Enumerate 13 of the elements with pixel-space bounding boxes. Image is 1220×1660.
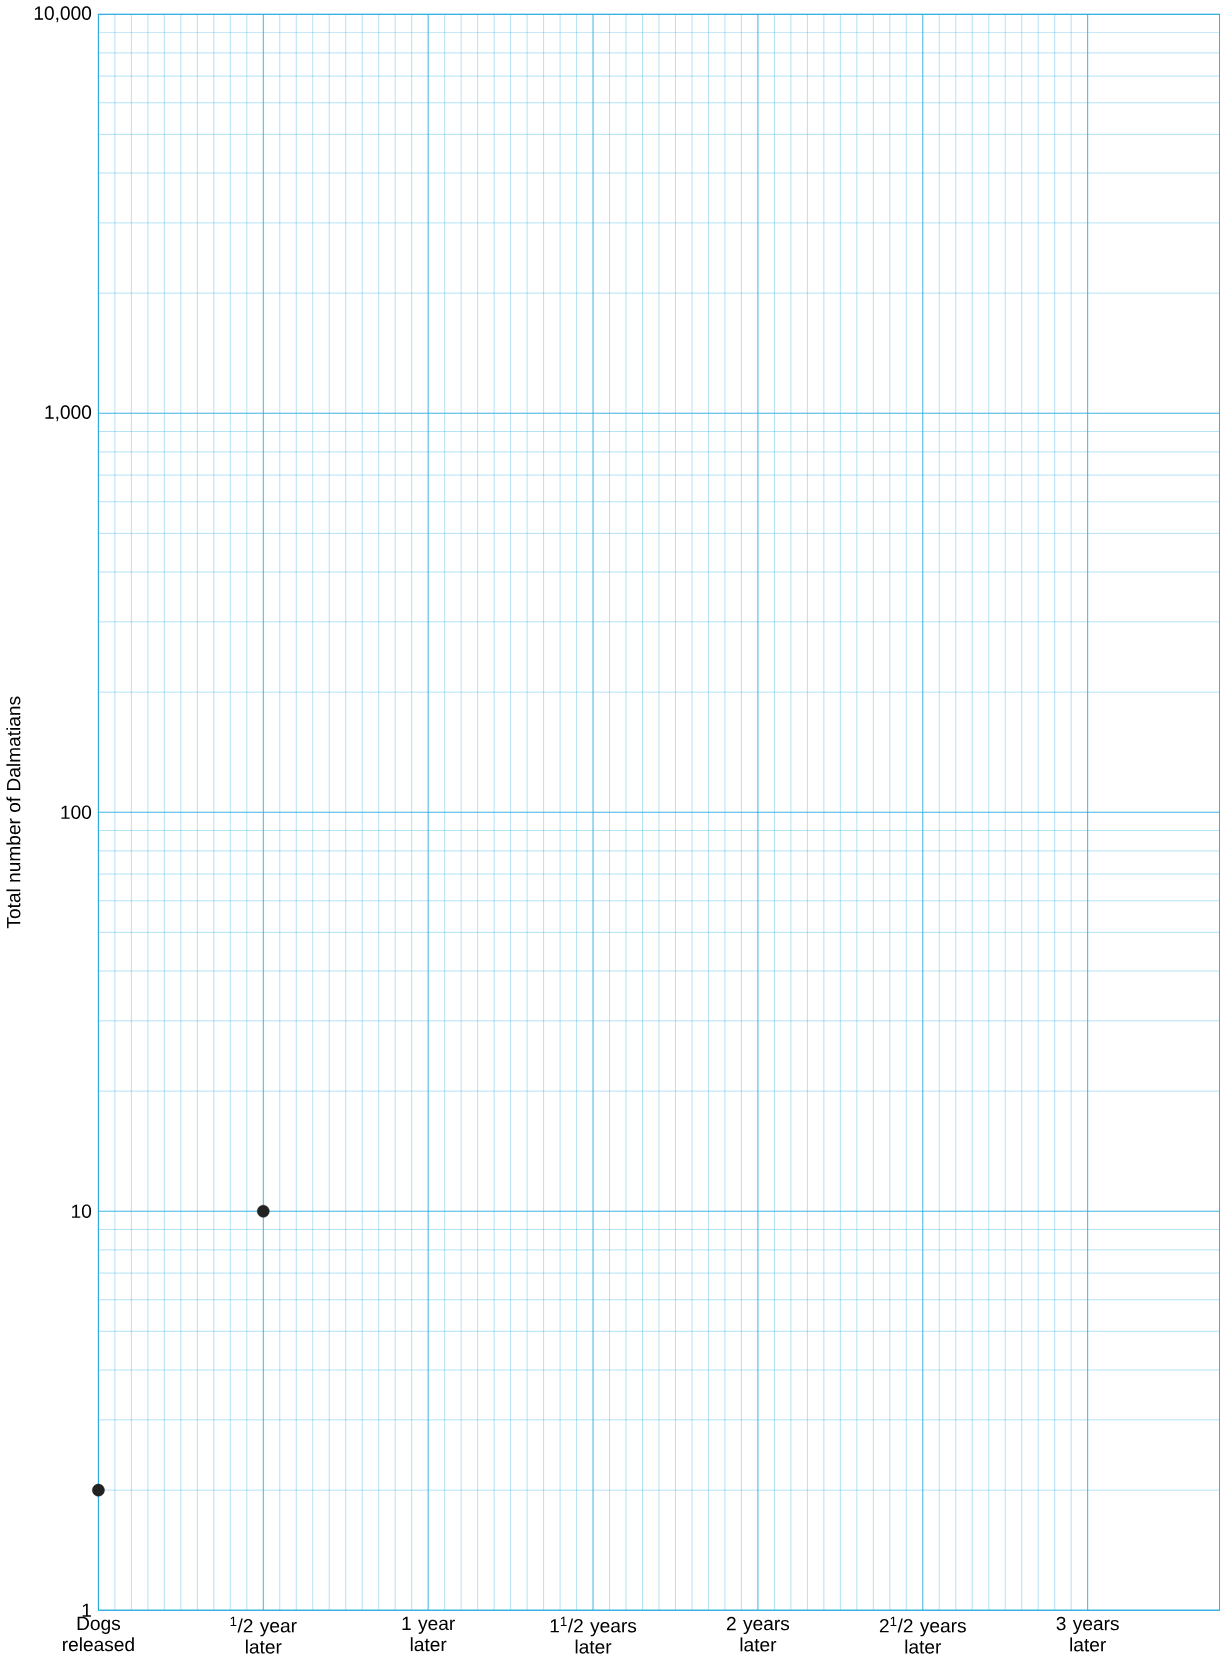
x-tick-label: 1 year later [402, 1616, 455, 1652]
x-tick-label: 1$^{1}$/2 years later [550, 1616, 637, 1654]
x-tick-label: 2$^{1}$/2 years later [879, 1616, 966, 1654]
x-tick-label: Dogs released [62, 1616, 134, 1652]
y-tick-label: 10 [71, 1204, 92, 1218]
y-tick-label: 1 [82, 1603, 91, 1617]
y-axis-title: Total number of Dalmatians [6, 696, 21, 929]
x-tick-label: $^{1}$/2 year later [230, 1616, 297, 1654]
y-tick-label: 1,000 [45, 405, 92, 422]
x-tick-label: 2 years later [726, 1616, 790, 1652]
x-tick-label: 3 years later [1056, 1616, 1119, 1652]
y-tick-label: 10,000 [34, 6, 92, 23]
y-tick-label: 100 [61, 805, 92, 819]
